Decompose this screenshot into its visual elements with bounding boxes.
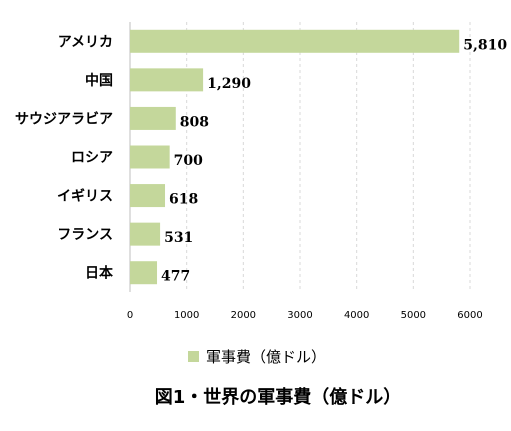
x-tick-label: 1000 bbox=[174, 310, 199, 321]
category-label: サウジアラビア bbox=[15, 111, 113, 127]
bar bbox=[130, 184, 166, 208]
category-label: フランス bbox=[57, 227, 113, 243]
x-tick-label: 4000 bbox=[344, 310, 369, 321]
x-tick-label: 2000 bbox=[231, 310, 256, 321]
category-label: イギリス bbox=[57, 188, 113, 205]
bar bbox=[130, 145, 170, 169]
category-label: 中国 bbox=[85, 72, 113, 89]
category-label: 日本 bbox=[85, 265, 114, 282]
category-label: ロシア bbox=[71, 150, 113, 166]
value-label: 531 bbox=[164, 230, 193, 246]
bar bbox=[130, 222, 161, 246]
value-label: 5,810 bbox=[463, 37, 507, 53]
bars bbox=[130, 29, 460, 285]
x-tick-labels: 0 1000 2000 3000 4000 5000 6000 bbox=[127, 310, 483, 321]
legend: 軍事費（億ドル） bbox=[188, 348, 326, 366]
bar bbox=[130, 68, 204, 92]
value-label: 700 bbox=[174, 153, 203, 169]
value-label: 618 bbox=[169, 192, 198, 208]
legend-label: 軍事費（億ドル） bbox=[206, 348, 326, 366]
value-labels: 5,810 1,290 808 700 618 531 477 bbox=[161, 37, 507, 284]
x-tick-label: 0 bbox=[127, 310, 133, 321]
legend-swatch bbox=[188, 351, 199, 362]
x-tick-label: 5000 bbox=[401, 310, 426, 321]
value-label: 808 bbox=[180, 114, 209, 130]
chart-caption: 図1・世界の軍事費（億ドル） bbox=[155, 386, 402, 408]
bar bbox=[130, 106, 176, 130]
value-label: 1,290 bbox=[207, 76, 251, 92]
bar bbox=[130, 29, 460, 53]
x-tick-label: 6000 bbox=[457, 310, 482, 321]
grid-lines bbox=[186, 22, 471, 292]
category-label: アメリカ bbox=[58, 34, 113, 50]
bar bbox=[130, 261, 158, 285]
x-tick-label: 3000 bbox=[287, 310, 312, 321]
value-label: 477 bbox=[161, 269, 190, 285]
